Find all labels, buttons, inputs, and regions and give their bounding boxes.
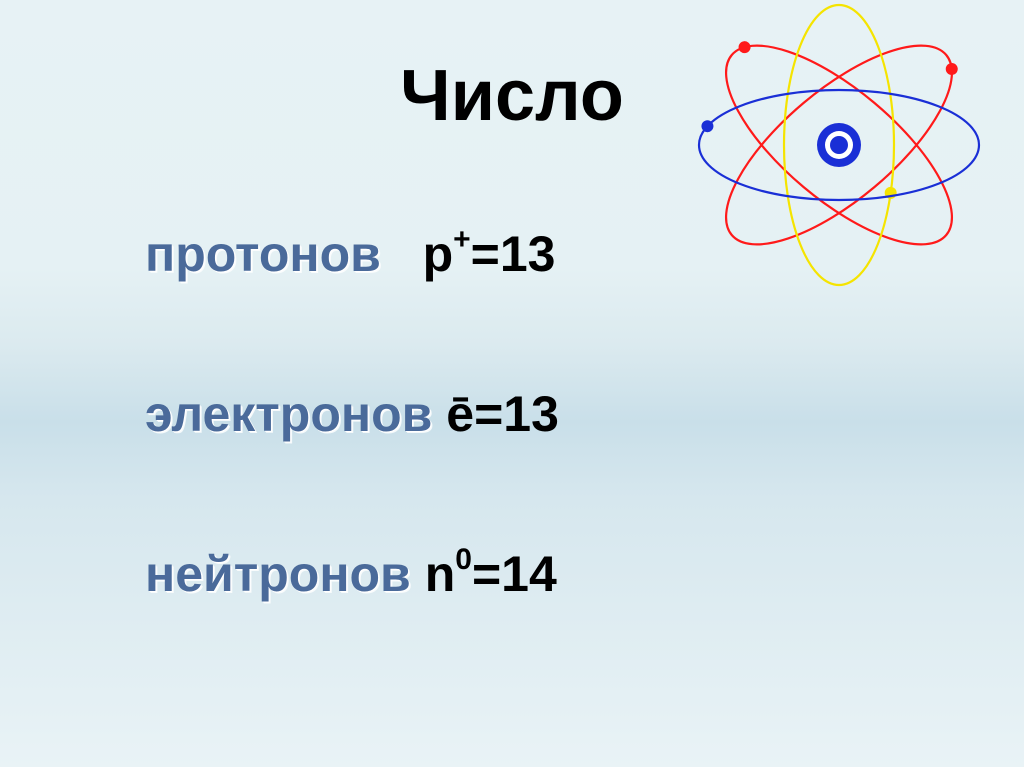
slide: Число протонов p+=13 электронов ē=13 ней… bbox=[0, 0, 1024, 767]
neutrons-value: n0=14 bbox=[425, 546, 557, 602]
protons-value: p+=13 bbox=[395, 226, 556, 282]
electrons-line: электронов ē=13 bbox=[145, 385, 559, 443]
electrons-label: электронов bbox=[145, 386, 432, 442]
protons-line: протонов p+=13 bbox=[145, 225, 556, 283]
neutrons-label: нейтронов bbox=[145, 546, 411, 602]
atom-diagram bbox=[689, 0, 989, 295]
electrons-value: ē=13 bbox=[446, 386, 559, 442]
atom-svg bbox=[689, 0, 989, 295]
neutrons-line: нейтронов n0=14 bbox=[145, 545, 557, 603]
protons-label: протонов bbox=[145, 226, 381, 282]
